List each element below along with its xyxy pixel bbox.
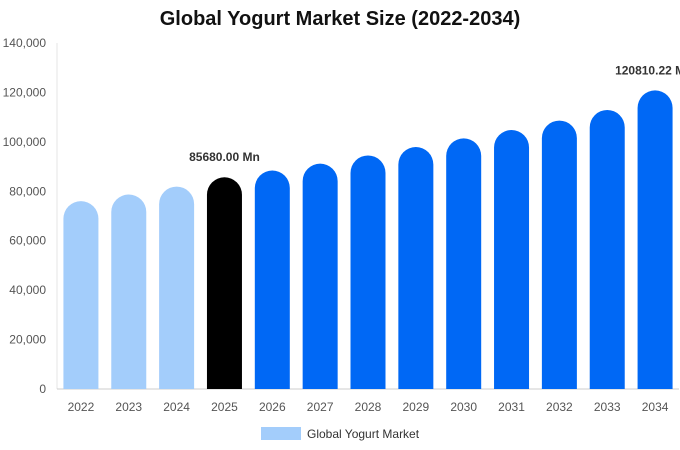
x-tick-label-2022: 2022 xyxy=(68,400,95,414)
x-tick-label-2026: 2026 xyxy=(259,400,286,414)
x-tick-label-2032: 2032 xyxy=(546,400,573,414)
x-tick-label-2034: 2034 xyxy=(642,400,669,414)
bar-2032 xyxy=(541,120,577,390)
legend: Global Yogurt Market xyxy=(261,427,420,441)
bar-2031 xyxy=(494,129,530,389)
bar-2027 xyxy=(302,163,338,389)
x-axis: 2022 2023 2024 2025 2026 2027 2028 2029 2030 2031… xyxy=(57,388,679,414)
data-label-2025: 85680.00 Mn xyxy=(189,150,260,164)
y-tick-label: 80,000 xyxy=(9,184,46,198)
bar-2029 xyxy=(398,147,434,389)
x-tick-label-2025: 2025 xyxy=(211,400,238,414)
bar-2024 xyxy=(159,186,195,389)
y-tick-label: 140,000 xyxy=(3,36,47,50)
y-tick-label: 40,000 xyxy=(9,283,46,297)
bars xyxy=(63,90,673,390)
bar-2026 xyxy=(254,170,290,389)
y-tick-label: 0 xyxy=(39,382,46,396)
x-tick-label-2031: 2031 xyxy=(498,400,525,414)
x-tick-label-2030: 2030 xyxy=(450,400,477,414)
bar-2025 xyxy=(206,177,242,389)
data-label-2034: 120810.22 Mn xyxy=(615,63,680,77)
bar-2022 xyxy=(63,201,99,389)
chart-title: Global Yogurt Market Size (2022-2034) xyxy=(159,8,521,30)
bar-2033 xyxy=(589,109,625,390)
bar-2023 xyxy=(111,194,147,389)
x-tick-label-2023: 2023 xyxy=(115,400,142,414)
bar-2034 xyxy=(637,90,673,389)
x-tick-label-2028: 2028 xyxy=(355,400,382,414)
legend-swatch xyxy=(261,427,301,440)
x-tick-label-2027: 2027 xyxy=(307,400,334,414)
x-tick-label-2024: 2024 xyxy=(163,400,190,414)
y-axis: 0 20,000 40,000 60,000 80,000 100,000 120,000 1… xyxy=(3,36,58,396)
data-labels: 85680.00 Mn 120810.22 Mn xyxy=(189,63,680,164)
y-tick-label: 60,000 xyxy=(9,234,46,248)
x-tick-label-2029: 2029 xyxy=(402,400,429,414)
y-tick-label: 20,000 xyxy=(9,333,46,347)
legend-label: Global Yogurt Market xyxy=(307,427,420,441)
bar-2028 xyxy=(350,155,386,389)
y-tick-label: 100,000 xyxy=(3,135,47,149)
x-tick-label-2033: 2033 xyxy=(594,400,621,414)
y-tick-label: 120,000 xyxy=(3,85,47,99)
bar-2030 xyxy=(446,138,482,389)
